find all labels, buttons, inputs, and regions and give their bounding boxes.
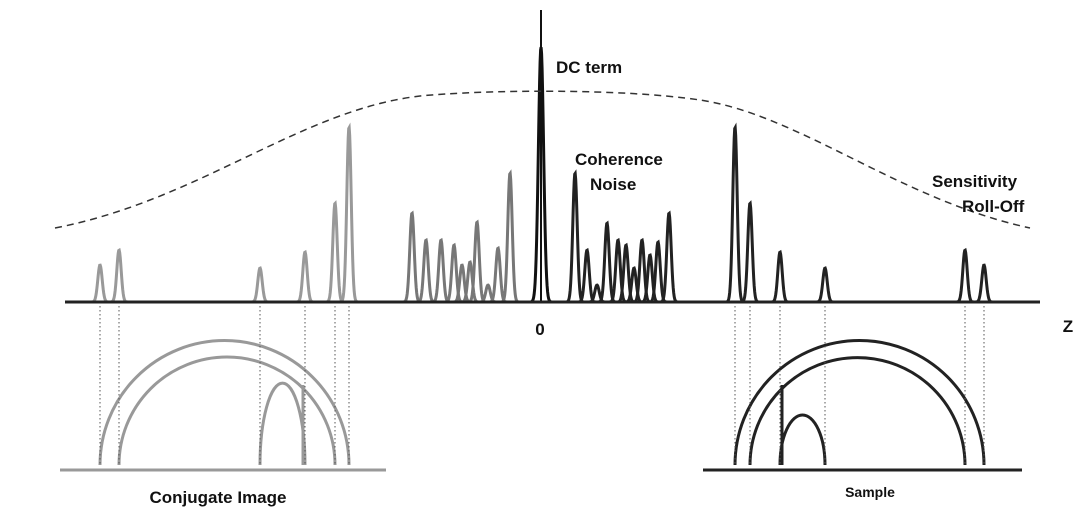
guide-lines — [99, 306, 985, 465]
conjugate-structure — [60, 339, 386, 472]
peak — [402, 210, 421, 304]
sample-label: Sample — [845, 484, 895, 500]
sensitivity-label: Sensitivity — [932, 172, 1018, 191]
peaks — [91, 10, 993, 304]
roll-off-label: Roll-Off — [962, 197, 1025, 216]
peak — [416, 237, 435, 304]
peak — [251, 266, 269, 304]
peak — [608, 237, 627, 304]
peak — [659, 210, 678, 304]
peak — [975, 263, 993, 304]
peak — [771, 249, 789, 304]
peak — [431, 237, 450, 304]
peak — [296, 249, 314, 304]
noise-label: Noise — [590, 175, 636, 194]
peak — [445, 242, 463, 304]
coherence-label: Coherence — [575, 150, 663, 169]
sample-structure — [703, 339, 1022, 472]
peak — [740, 200, 759, 304]
peak — [91, 263, 109, 304]
peak — [956, 247, 974, 304]
peak — [726, 122, 744, 304]
dc-term-label: DC term — [556, 58, 622, 77]
peak — [110, 247, 128, 304]
origin-label: 0 — [535, 320, 544, 339]
peak — [340, 122, 358, 304]
peak — [617, 242, 635, 304]
peak — [565, 169, 584, 304]
peak — [325, 200, 344, 304]
roll-off-curve — [54, 90, 1031, 229]
peak — [816, 266, 834, 304]
peak — [500, 169, 519, 304]
conjugate-label: Conjugate Image — [150, 488, 287, 507]
peak — [632, 237, 651, 304]
z-label: Z — [1063, 317, 1073, 336]
